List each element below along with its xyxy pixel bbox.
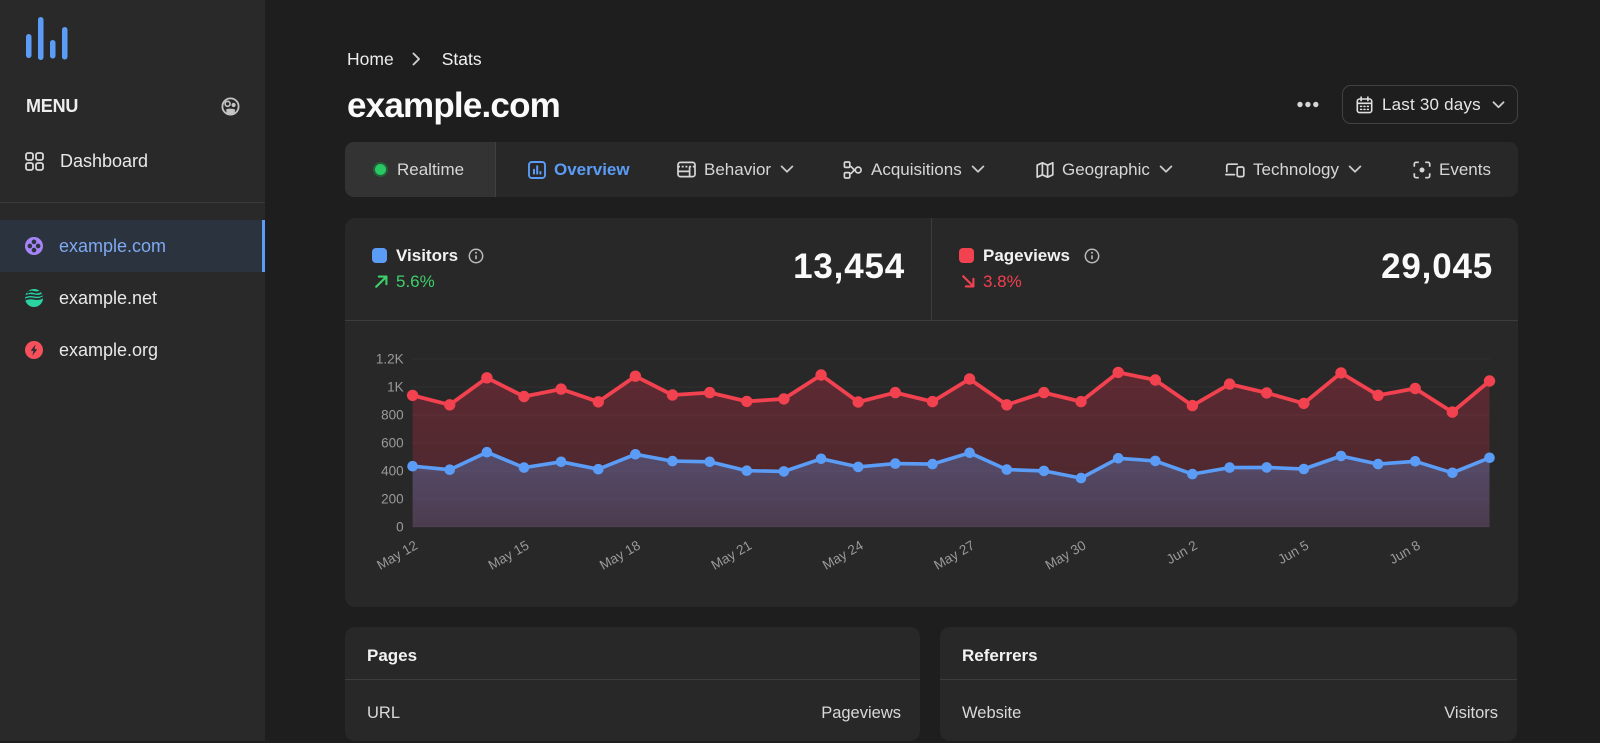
svg-text:May 15: May 15: [486, 538, 532, 573]
svg-text:Jun 5: Jun 5: [1275, 538, 1311, 568]
svg-text:May 30: May 30: [1043, 538, 1089, 573]
svg-text:1.2K: 1.2K: [376, 352, 404, 367]
svg-text:Jun 2: Jun 2: [1164, 538, 1200, 568]
svg-text:1K: 1K: [387, 380, 404, 395]
svg-text:800: 800: [381, 408, 404, 423]
svg-text:Jun 8: Jun 8: [1387, 538, 1423, 568]
svg-text:0: 0: [396, 520, 404, 535]
svg-text:May 24: May 24: [820, 537, 866, 572]
svg-text:600: 600: [381, 436, 404, 451]
svg-text:May 27: May 27: [931, 538, 977, 573]
svg-text:May 18: May 18: [597, 538, 643, 573]
svg-text:May 21: May 21: [708, 538, 754, 573]
svg-text:400: 400: [381, 464, 404, 479]
svg-text:May 12: May 12: [374, 538, 420, 573]
svg-text:200: 200: [381, 492, 404, 507]
